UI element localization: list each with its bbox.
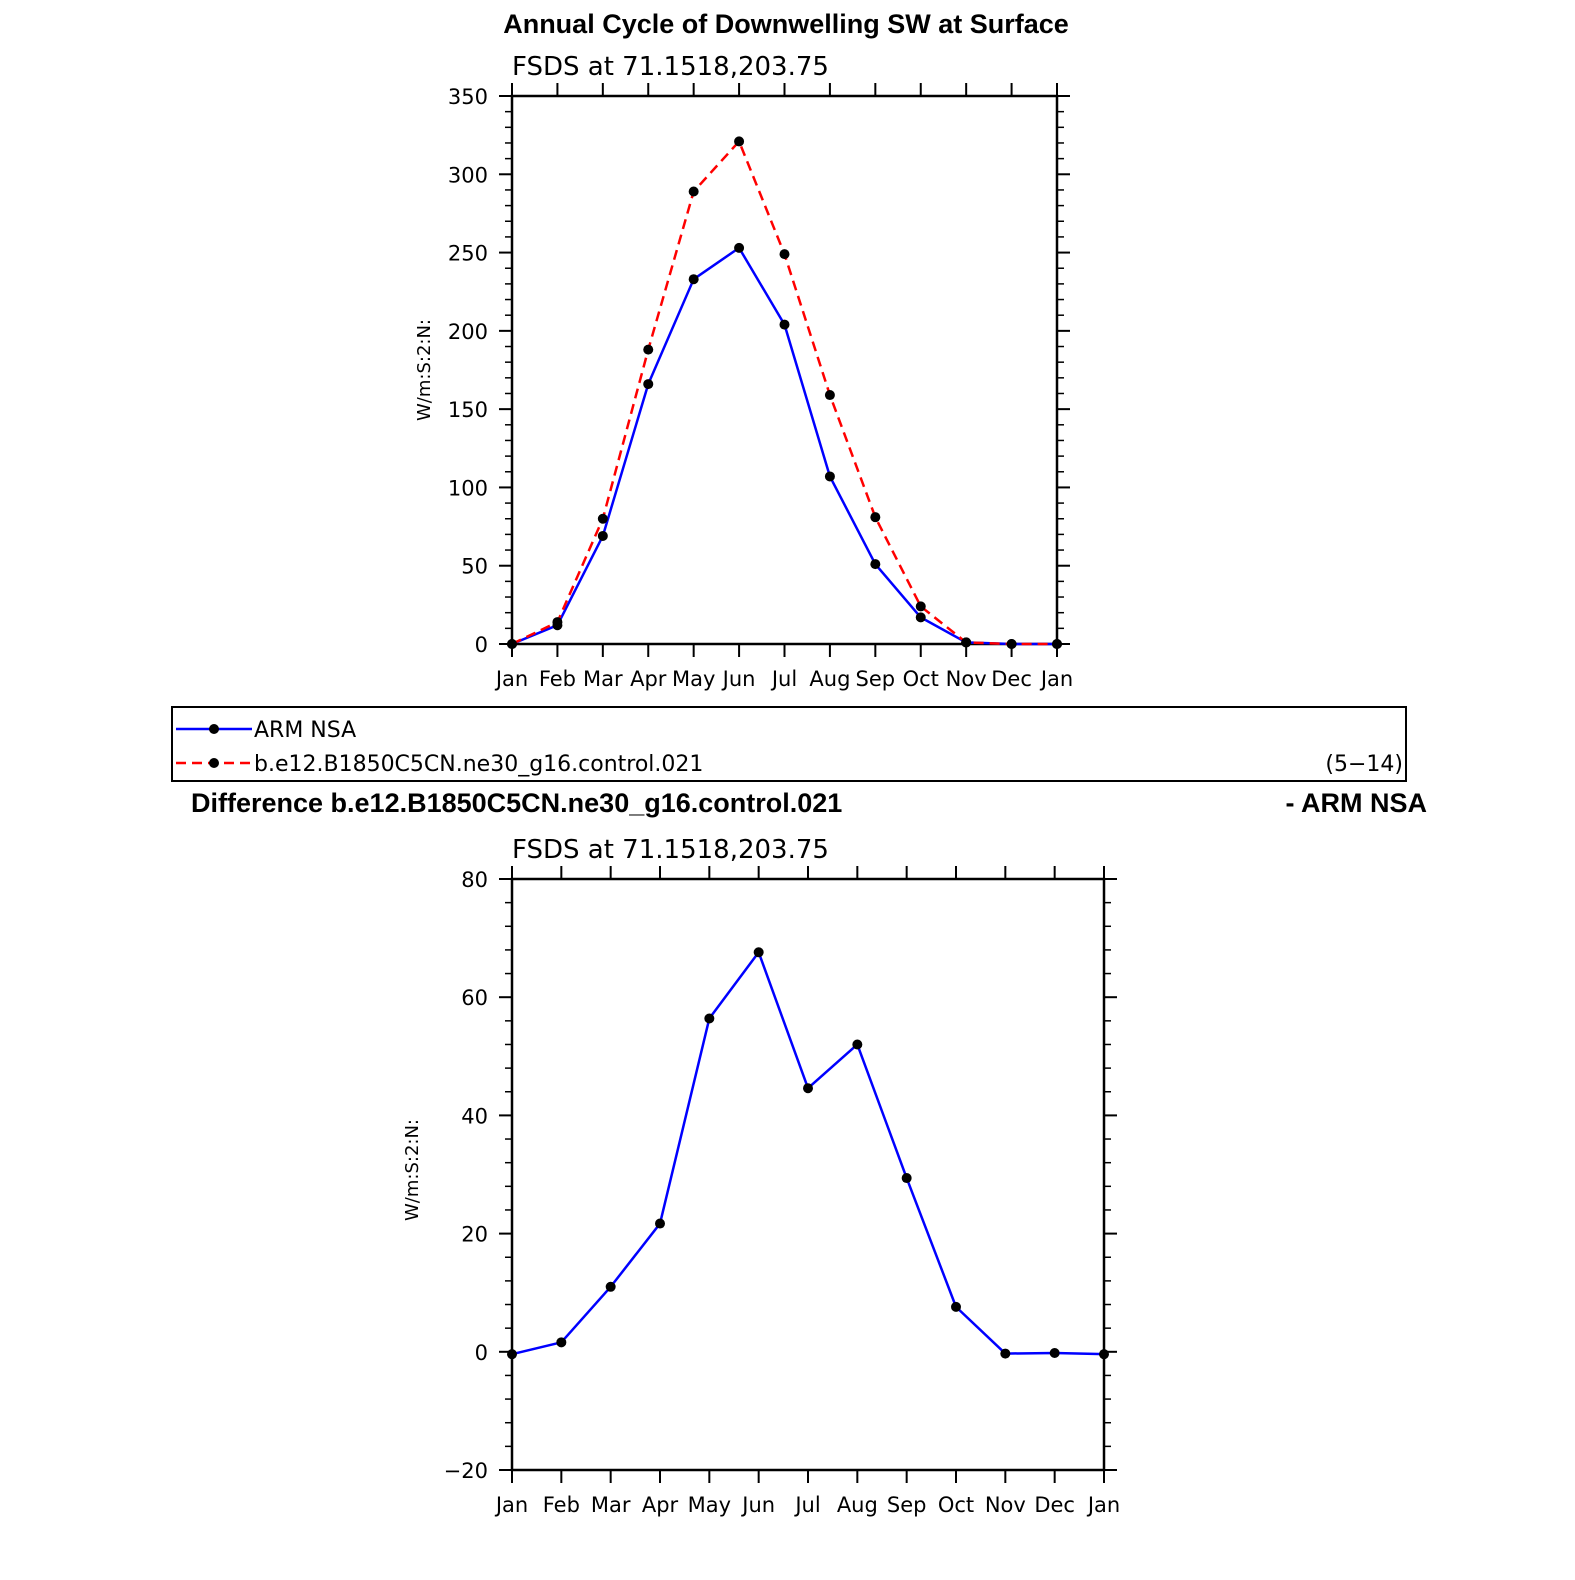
top-y-axis-label: W/m:S:2:N: bbox=[414, 319, 435, 421]
bottom-x-tick-label: May bbox=[688, 1493, 731, 1517]
top-series-1-point bbox=[1052, 639, 1062, 649]
top-x-tick-label: Mar bbox=[583, 667, 623, 691]
legend-marker-obs bbox=[209, 724, 219, 734]
top-x-tick-label: Jul bbox=[770, 667, 797, 691]
bottom-y-tick-label: 80 bbox=[461, 868, 488, 892]
top-y-tick-label: 50 bbox=[461, 555, 488, 579]
bottom-series-0-point bbox=[507, 1349, 517, 1360]
bottom-series-0-point bbox=[1099, 1349, 1109, 1360]
bottom-x-tick-label: Aug bbox=[837, 1493, 878, 1517]
top-y-tick-label: 350 bbox=[448, 85, 488, 109]
top-series-1-point bbox=[915, 601, 926, 612]
top-series-0-point bbox=[688, 274, 699, 285]
bottom-chart-title-left: Difference b.e12.B1850C5CN.ne30_g16.cont… bbox=[191, 788, 842, 818]
bottom-series-0-point bbox=[753, 947, 764, 958]
top-x-tick-label: Oct bbox=[903, 667, 939, 691]
bottom-y-tick-label: −20 bbox=[444, 1459, 488, 1483]
top-x-tick-label: Jan bbox=[494, 667, 528, 691]
top-y-tick-label: 300 bbox=[448, 163, 488, 187]
bottom-plot-frame bbox=[510, 877, 1106, 1472]
top-y-tick-label: 250 bbox=[448, 242, 488, 266]
bottom-series-0-point bbox=[951, 1301, 961, 1312]
bottom-series-0-point bbox=[704, 1013, 715, 1024]
top-series-1-point bbox=[961, 637, 972, 648]
bottom-x-tick-label: Jun bbox=[740, 1493, 775, 1517]
bottom-series-0-point bbox=[852, 1039, 863, 1050]
top-series-1-point bbox=[552, 617, 563, 628]
top-series-0-point bbox=[824, 471, 835, 482]
legend-box bbox=[171, 706, 1407, 782]
bottom-series-0-point bbox=[803, 1083, 813, 1094]
top-series-1-point bbox=[597, 513, 608, 524]
top-series-0-point bbox=[597, 530, 608, 541]
top-series-1-point bbox=[1006, 639, 1017, 649]
bottom-y-tick-label: 0 bbox=[475, 1341, 488, 1365]
top-series-1-point bbox=[734, 136, 745, 147]
top-series-1-point bbox=[824, 390, 835, 401]
bottom-y-tick-label: 60 bbox=[461, 986, 488, 1010]
top-y-tick-label: 100 bbox=[448, 476, 488, 500]
bottom-x-tick-label: Feb bbox=[543, 1493, 580, 1517]
bottom-x-tick-label: Jul bbox=[793, 1493, 820, 1517]
bottom-axes: Jan Feb Mar Apr May Jun Jul Aug Sep Oct Nov Dec Jan−… bbox=[444, 866, 1120, 1517]
bottom-series-line-0 bbox=[511, 951, 1105, 1356]
bottom-x-tick-label: Oct bbox=[938, 1493, 974, 1517]
top-chart-title: Annual Cycle of Downwelling SW at Surfac… bbox=[503, 9, 1069, 39]
top-y-tick-label: 200 bbox=[448, 320, 488, 344]
top-series-1-point bbox=[507, 639, 517, 649]
top-series-0-point bbox=[734, 242, 745, 253]
bottom-y-tick-label: 40 bbox=[461, 1104, 488, 1128]
top-x-tick-label: Jun bbox=[721, 667, 756, 691]
bottom-series-0-point bbox=[605, 1281, 616, 1292]
top-x-tick-label: Aug bbox=[809, 667, 850, 691]
bottom-x-tick-label: Dec bbox=[1034, 1493, 1075, 1517]
top-series-1-point bbox=[870, 512, 881, 523]
bottom-x-tick-label: Mar bbox=[591, 1493, 631, 1517]
top-series-line-0 bbox=[511, 246, 1057, 646]
top-series bbox=[507, 136, 1062, 649]
bottom-series bbox=[507, 947, 1109, 1360]
top-x-tick-label: Sep bbox=[856, 667, 896, 691]
top-series-0-point bbox=[915, 612, 926, 623]
legend-years: (5−14) bbox=[1325, 752, 1403, 777]
top-x-tick-label: Jan bbox=[1039, 667, 1073, 691]
top-chart-subtitle: FSDS at 71.1518,203.75 bbox=[512, 52, 829, 82]
bottom-chart-title-right: - ARM NSA bbox=[1286, 788, 1428, 818]
bottom-series-0-point bbox=[1000, 1348, 1011, 1359]
top-series-1-point bbox=[688, 186, 699, 197]
bottom-x-tick-label: Jan bbox=[1086, 1493, 1120, 1517]
legend-marker-model bbox=[209, 758, 219, 768]
legend-label-model: b.e12.B1850C5CN.ne30_g16.control.021 bbox=[254, 752, 703, 777]
bottom-y-axis-label: W/m:S:2:N: bbox=[402, 1119, 423, 1221]
top-plot-frame bbox=[510, 94, 1059, 646]
legend-label-obs: ARM NSA bbox=[254, 718, 356, 743]
bottom-x-tick-label: Apr bbox=[642, 1493, 679, 1517]
top-x-tick-label: Apr bbox=[630, 667, 667, 691]
bottom-chart-subtitle: FSDS at 71.1518,203.75 bbox=[512, 835, 829, 865]
top-series-0-point bbox=[870, 559, 881, 570]
top-series-1-point bbox=[643, 344, 654, 355]
bottom-x-tick-label: Sep bbox=[887, 1493, 927, 1517]
bottom-series-0-point bbox=[901, 1173, 912, 1184]
top-y-tick-label: 150 bbox=[448, 398, 488, 422]
top-y-tick-label: 0 bbox=[475, 633, 488, 657]
bottom-series-0-point bbox=[655, 1218, 665, 1229]
bottom-x-tick-label: Nov bbox=[985, 1493, 1026, 1517]
top-series-line-1 bbox=[511, 140, 1057, 646]
bottom-x-tick-label: Jan bbox=[494, 1493, 528, 1517]
bottom-series-0-point bbox=[556, 1337, 567, 1348]
bottom-y-tick-label: 20 bbox=[461, 1223, 488, 1247]
top-x-tick-label: Nov bbox=[946, 667, 987, 691]
top-series-1-point bbox=[779, 249, 790, 260]
top-x-tick-label: Dec bbox=[991, 667, 1032, 691]
top-series-0-point bbox=[643, 379, 654, 390]
top-series-0-point bbox=[779, 319, 790, 330]
top-axes: Jan Feb Mar Apr May Jun Jul Aug Sep Oct Nov Dec Jan0… bbox=[448, 83, 1073, 691]
top-x-tick-label: May bbox=[672, 667, 715, 691]
top-x-tick-label: Feb bbox=[539, 667, 576, 691]
bottom-series-0-point bbox=[1049, 1347, 1060, 1358]
